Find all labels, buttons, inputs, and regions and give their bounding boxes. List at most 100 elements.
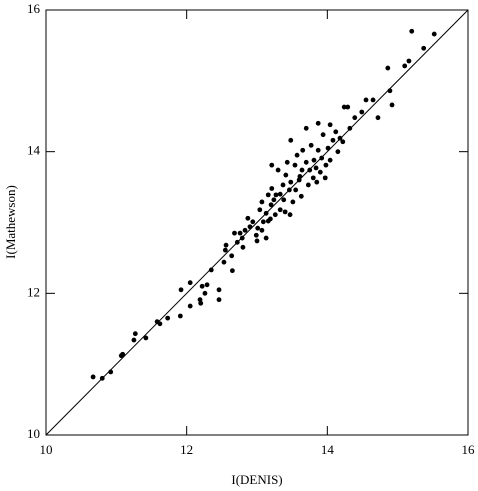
point bbox=[363, 97, 369, 103]
point bbox=[255, 225, 261, 231]
y-tick-label: 10 bbox=[27, 426, 40, 441]
point bbox=[323, 162, 329, 168]
point bbox=[317, 169, 323, 175]
point bbox=[286, 187, 292, 193]
point bbox=[345, 104, 351, 110]
point bbox=[307, 167, 313, 173]
point bbox=[406, 58, 412, 64]
point bbox=[131, 337, 137, 343]
point bbox=[277, 207, 283, 213]
point bbox=[216, 287, 222, 293]
point bbox=[178, 287, 184, 293]
point bbox=[269, 162, 275, 168]
point bbox=[288, 179, 294, 185]
point bbox=[315, 147, 321, 153]
point bbox=[143, 335, 149, 341]
y-tick-label: 16 bbox=[27, 1, 41, 16]
point bbox=[221, 259, 227, 265]
point bbox=[375, 115, 381, 121]
point bbox=[265, 192, 271, 198]
y-tick-label: 12 bbox=[27, 284, 40, 299]
point bbox=[293, 187, 299, 193]
point bbox=[281, 197, 287, 203]
point bbox=[177, 313, 183, 319]
point bbox=[240, 244, 246, 250]
point bbox=[303, 159, 309, 165]
point bbox=[265, 218, 271, 224]
point bbox=[229, 268, 235, 274]
point bbox=[421, 45, 427, 51]
point bbox=[272, 212, 278, 218]
point bbox=[290, 199, 296, 205]
point bbox=[352, 115, 358, 121]
point bbox=[263, 235, 269, 241]
point bbox=[319, 155, 325, 161]
point bbox=[387, 88, 393, 94]
point bbox=[157, 321, 163, 327]
point bbox=[242, 227, 248, 233]
point bbox=[333, 129, 339, 135]
point bbox=[165, 315, 171, 321]
point bbox=[229, 253, 235, 259]
point bbox=[297, 174, 303, 179]
point bbox=[359, 109, 365, 115]
point bbox=[303, 125, 309, 131]
point bbox=[310, 175, 316, 181]
x-tick-label: 12 bbox=[180, 442, 193, 457]
point bbox=[327, 157, 333, 163]
point bbox=[204, 282, 210, 288]
point bbox=[313, 165, 319, 171]
x-tick-label: 14 bbox=[321, 442, 335, 457]
x-tick-label: 10 bbox=[40, 442, 53, 457]
point bbox=[284, 159, 290, 165]
point bbox=[389, 102, 395, 108]
point bbox=[222, 247, 228, 253]
point bbox=[120, 351, 126, 357]
point bbox=[187, 280, 193, 286]
y-axis-label: I(Mathewson) bbox=[3, 185, 18, 259]
point bbox=[300, 147, 306, 153]
point bbox=[402, 63, 408, 69]
point bbox=[260, 219, 266, 225]
point bbox=[385, 65, 391, 71]
point bbox=[253, 232, 259, 238]
point bbox=[311, 157, 317, 163]
point bbox=[208, 267, 214, 273]
point bbox=[431, 31, 437, 37]
point bbox=[237, 230, 243, 236]
point bbox=[341, 104, 347, 110]
point bbox=[198, 300, 204, 306]
point bbox=[250, 219, 256, 225]
point bbox=[320, 132, 326, 138]
point bbox=[275, 167, 281, 173]
point bbox=[277, 191, 283, 197]
point bbox=[245, 215, 251, 221]
point bbox=[288, 137, 294, 143]
point bbox=[292, 162, 298, 168]
x-axis-label: I(DENIS) bbox=[231, 472, 282, 487]
point bbox=[271, 197, 277, 203]
point bbox=[299, 167, 305, 173]
point bbox=[239, 235, 245, 241]
point bbox=[337, 135, 343, 141]
point bbox=[325, 145, 331, 151]
point bbox=[298, 193, 304, 199]
point bbox=[315, 120, 321, 126]
point bbox=[305, 182, 311, 188]
point bbox=[308, 142, 314, 148]
point bbox=[330, 137, 336, 143]
point bbox=[314, 179, 320, 185]
x-tick-label: 16 bbox=[462, 442, 476, 457]
identity-line bbox=[45, 9, 469, 436]
point bbox=[259, 227, 265, 233]
point bbox=[340, 139, 346, 145]
point bbox=[216, 297, 222, 303]
y-tick-label: 14 bbox=[27, 143, 41, 158]
point bbox=[199, 283, 205, 289]
point bbox=[268, 202, 274, 208]
point bbox=[263, 210, 269, 216]
point bbox=[259, 199, 265, 205]
point bbox=[232, 230, 237, 236]
point bbox=[273, 192, 279, 198]
